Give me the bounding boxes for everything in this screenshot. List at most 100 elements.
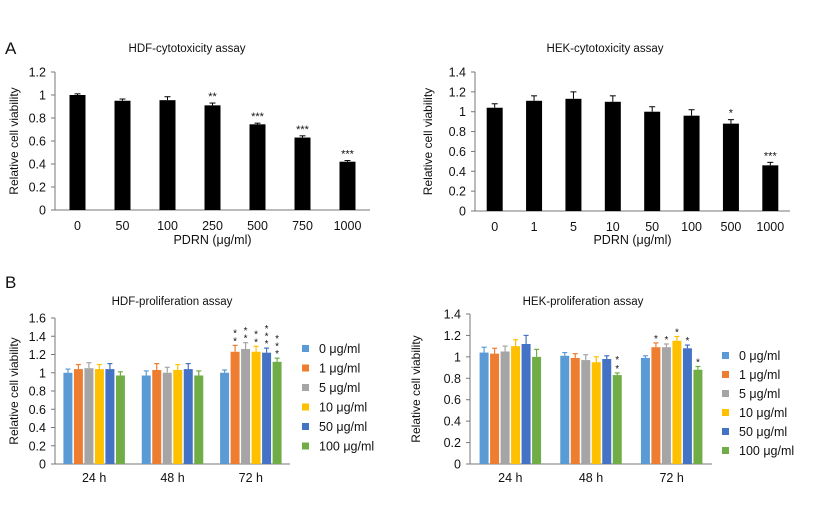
legend-swatch (302, 384, 309, 391)
significance-marker: *** (265, 324, 269, 350)
bar (152, 370, 162, 464)
bar (682, 348, 692, 464)
bar (683, 115, 700, 211)
bar (612, 375, 622, 464)
x-tick-label: 5 (570, 220, 577, 234)
bar (220, 372, 230, 464)
bar (230, 351, 240, 464)
significance-marker: ** (615, 355, 619, 375)
chart-title: HEK-proliferation assay (523, 296, 644, 308)
x-tick-label: 1000 (334, 219, 362, 233)
y-tick-label: 0.4 (29, 158, 46, 172)
significance-marker: * (664, 335, 668, 346)
chart-title: HEK-cytotoxicity assay (547, 43, 664, 55)
x-tick-label: 48 h (160, 471, 184, 485)
significance-marker: ** (233, 329, 237, 348)
y-tick-label: 0 (39, 204, 46, 218)
legend-label: 1 μg/ml (319, 362, 360, 376)
bar (722, 123, 739, 211)
legend-swatch (722, 390, 729, 397)
bar (486, 107, 503, 211)
bar (194, 375, 204, 464)
y-tick-label: 0.8 (449, 125, 466, 139)
x-tick-label: 48 h (579, 471, 603, 485)
chart-2: HEK-cytotoxicity assay 0 0.2 0.4 0.6 0.8 1 1.2 1… (421, 43, 790, 247)
bar (604, 101, 621, 211)
x-tick-label: 1 (531, 220, 538, 234)
y-tick-label: 0.6 (444, 393, 461, 407)
significance-marker: *** (275, 334, 279, 360)
bar (532, 356, 542, 464)
x-tick-label: 500 (247, 219, 268, 233)
chart-3: HDF-proliferation assay 0 0.2 0.4 0.6 0.8 1 1.2… (7, 296, 290, 485)
x-tick-label: 100 (681, 220, 702, 234)
legend-label: 0 μg/ml (739, 349, 780, 363)
y-tick-label: 1.4 (29, 330, 46, 344)
y-tick-label: 0 (459, 205, 466, 219)
x-tick-label: 250 (202, 219, 223, 233)
legend-1: 0 μg/ml 1 μg/ml 5 μg/ml 10 μg/ml 50 μg/ml 100… (302, 342, 374, 454)
legend-label: 5 μg/ml (319, 381, 360, 395)
y-tick-label: 1.2 (449, 85, 466, 99)
legend-swatch (722, 371, 729, 378)
y-tick-label: 0.2 (449, 185, 466, 199)
bar (204, 105, 221, 210)
y-tick-label: 1.2 (29, 66, 46, 80)
bar (526, 100, 543, 211)
bar (560, 355, 570, 464)
x-tick-label: 500 (721, 220, 742, 234)
bar (661, 347, 671, 464)
legend-label: 5 μg/ml (739, 387, 780, 401)
bar (159, 100, 176, 210)
legend-swatch (302, 442, 309, 450)
bar (262, 352, 272, 464)
bar (183, 369, 193, 464)
significance-marker: ** (254, 330, 258, 349)
y-tick-label: 1.4 (444, 308, 461, 322)
bar (115, 375, 125, 464)
bar (479, 352, 489, 464)
y-tick-label: 0.2 (444, 436, 461, 450)
significance-marker: *** (764, 150, 778, 162)
y-tick-label: 1 (454, 350, 461, 364)
y-tick-label: 0.4 (449, 165, 466, 179)
legend-label: 1 μg/ml (739, 368, 780, 382)
y-tick-label: 0.6 (449, 145, 466, 159)
significance-marker: * (675, 328, 679, 339)
legend-swatch (302, 403, 309, 411)
bar (570, 357, 580, 464)
x-tick-label: 72 h (659, 471, 683, 485)
bar (339, 161, 356, 210)
x-tick-label: 50 (116, 219, 130, 233)
bar (521, 344, 531, 464)
chart-title: HDF-proliferation assay (112, 296, 233, 308)
y-tick-label: 1.4 (449, 66, 466, 80)
bar (162, 372, 172, 464)
y-tick-label: 0 (454, 458, 461, 472)
y-tick-label: 0.6 (29, 403, 46, 417)
bar (272, 361, 282, 464)
y-axis-label: Relative cell viability (409, 335, 423, 442)
bar (602, 359, 612, 464)
bar (591, 362, 601, 464)
x-tick-label: 0 (491, 220, 498, 234)
bar (69, 95, 86, 210)
y-tick-label: 0.8 (29, 385, 46, 399)
bar (511, 346, 521, 464)
bar (294, 137, 311, 210)
bar (114, 100, 131, 210)
bar (581, 360, 591, 464)
y-axis-label: Relative cell viability (421, 88, 435, 195)
chart-4: HEK-proliferation assay 0 0.2 0.4 0.6 0.8 1 1.2… (409, 296, 712, 485)
legend-label: 10 μg/ml (739, 406, 787, 420)
bar (241, 349, 251, 464)
y-tick-label: 0 (39, 458, 46, 472)
legend-swatch (302, 364, 309, 372)
bar (490, 353, 500, 464)
significance-marker: * (729, 108, 734, 120)
x-tick-label: 72 h (239, 471, 263, 485)
x-tick-label: 24 h (82, 471, 106, 485)
bar (565, 98, 582, 211)
x-tick-label: 100 (157, 219, 178, 233)
